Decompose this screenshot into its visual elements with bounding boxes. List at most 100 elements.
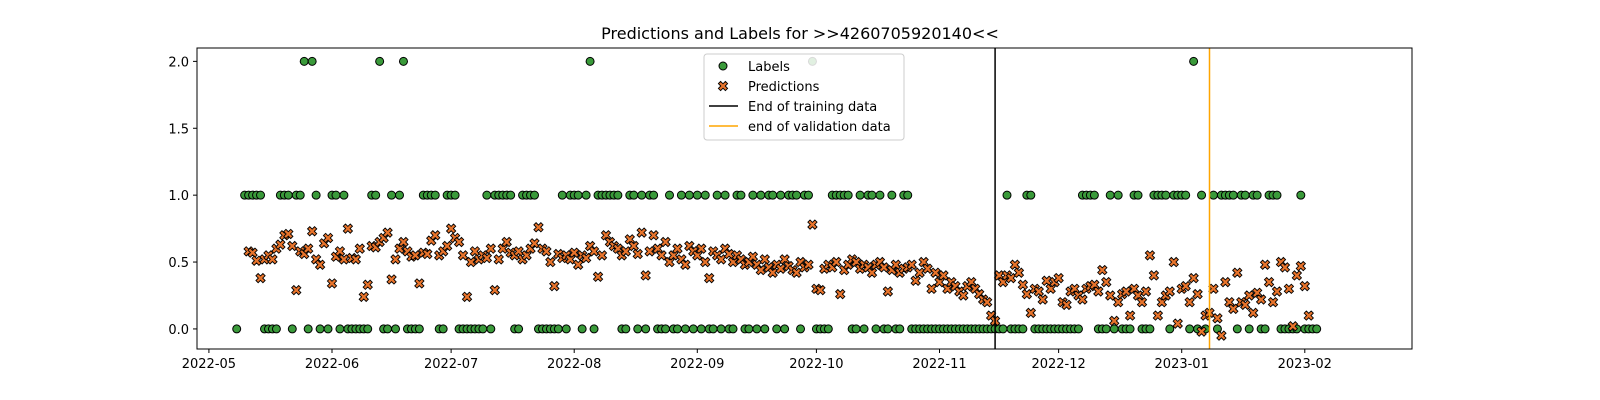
x-tick-label: 2022-12	[1031, 357, 1085, 372]
prediction-point	[628, 240, 640, 252]
prediction-point	[755, 264, 767, 276]
prediction-point	[1259, 259, 1271, 270]
prediction-point	[291, 284, 302, 296]
prediction-point	[513, 246, 524, 257]
label-point	[883, 324, 893, 334]
label-point	[573, 190, 583, 200]
prediction-point	[1105, 290, 1116, 301]
prediction-point	[568, 247, 580, 258]
x-tick-label: 2022-08	[547, 357, 601, 372]
prediction-point	[914, 267, 925, 278]
label-point	[375, 56, 385, 66]
prediction-point	[453, 236, 465, 248]
label-point	[315, 324, 325, 334]
prediction-point	[1279, 262, 1291, 273]
prediction-point	[481, 252, 493, 264]
label-point	[391, 324, 401, 334]
label-point	[371, 190, 381, 200]
prediction-point	[767, 267, 778, 278]
prediction-point	[350, 254, 362, 265]
label-point	[363, 324, 373, 334]
prediction-point	[501, 236, 512, 248]
label-point	[1272, 190, 1282, 200]
prediction-point	[275, 239, 286, 250]
label-point	[629, 190, 639, 200]
label-point	[1002, 190, 1012, 200]
y-tick-label: 0.0	[168, 323, 189, 338]
prediction-point	[1271, 286, 1283, 297]
prediction-point	[1025, 307, 1037, 319]
prediction-point	[1243, 290, 1255, 301]
prediction-point	[803, 259, 814, 270]
prediction-point	[441, 240, 453, 252]
label-point	[395, 190, 404, 200]
prediction-point	[572, 259, 584, 270]
prediction-point	[1021, 288, 1033, 300]
prediction-point	[1037, 294, 1048, 305]
prediction-point	[1152, 310, 1164, 321]
label-point	[684, 190, 694, 200]
label-point	[1189, 56, 1199, 66]
label-point	[780, 324, 790, 334]
x-tick-label: 2022-11	[912, 357, 966, 372]
label-point	[672, 324, 682, 334]
label-point	[1244, 324, 1254, 334]
label-point	[232, 324, 242, 334]
label-point	[303, 324, 313, 334]
label-point	[387, 190, 397, 200]
label-point	[633, 324, 643, 334]
prediction-point	[715, 254, 727, 265]
prediction-point	[672, 243, 683, 254]
label-point	[506, 190, 516, 200]
label-point	[716, 324, 726, 334]
prediction-point	[699, 256, 711, 268]
legend-swatch	[717, 80, 729, 92]
prediction-point	[1136, 296, 1148, 308]
prediction-point	[958, 290, 969, 301]
x-tick-label: 2022-05	[182, 357, 236, 372]
label-point	[577, 324, 587, 334]
prediction-point	[1247, 307, 1259, 319]
prediction-point	[1101, 276, 1112, 288]
label-point	[752, 324, 762, 334]
label-point	[1073, 324, 1083, 334]
prediction-point	[255, 272, 266, 284]
prediction-point	[815, 284, 826, 296]
plot-area	[232, 48, 1322, 349]
x-tick-label: 2023-02	[1278, 357, 1332, 372]
label-point	[287, 324, 297, 334]
prediction-point	[1240, 299, 1251, 311]
label-point	[585, 56, 595, 66]
prediction-point	[533, 222, 544, 233]
label-point	[768, 190, 778, 200]
prediction-point	[1172, 318, 1183, 329]
label-point	[736, 190, 746, 200]
prediction-point	[759, 254, 771, 265]
label-point	[776, 190, 786, 200]
prediction-point	[1112, 296, 1124, 308]
label-point	[486, 324, 496, 334]
label-point	[1018, 324, 1028, 334]
prediction-point	[775, 263, 786, 274]
prediction-point	[1033, 286, 1044, 297]
label-point	[414, 324, 424, 334]
label-point	[641, 324, 651, 334]
y-tick-label: 1.5	[168, 122, 189, 137]
legend-swatch	[718, 61, 728, 71]
label-point	[295, 190, 305, 200]
label-point	[1208, 190, 1218, 200]
label-point	[998, 324, 1008, 334]
x-tick-label: 2022-06	[305, 357, 359, 372]
label-point	[1026, 190, 1036, 200]
label-point	[1197, 190, 1207, 200]
prediction-point	[1093, 286, 1104, 297]
legend-label: end of validation data	[748, 120, 891, 135]
prediction-point	[314, 259, 326, 270]
prediction-point	[1168, 256, 1179, 268]
y-tick-label: 1.0	[168, 189, 189, 204]
label-point	[307, 56, 317, 66]
label-point	[1113, 190, 1123, 200]
prediction-point	[1077, 294, 1088, 305]
label-point	[1181, 190, 1191, 200]
